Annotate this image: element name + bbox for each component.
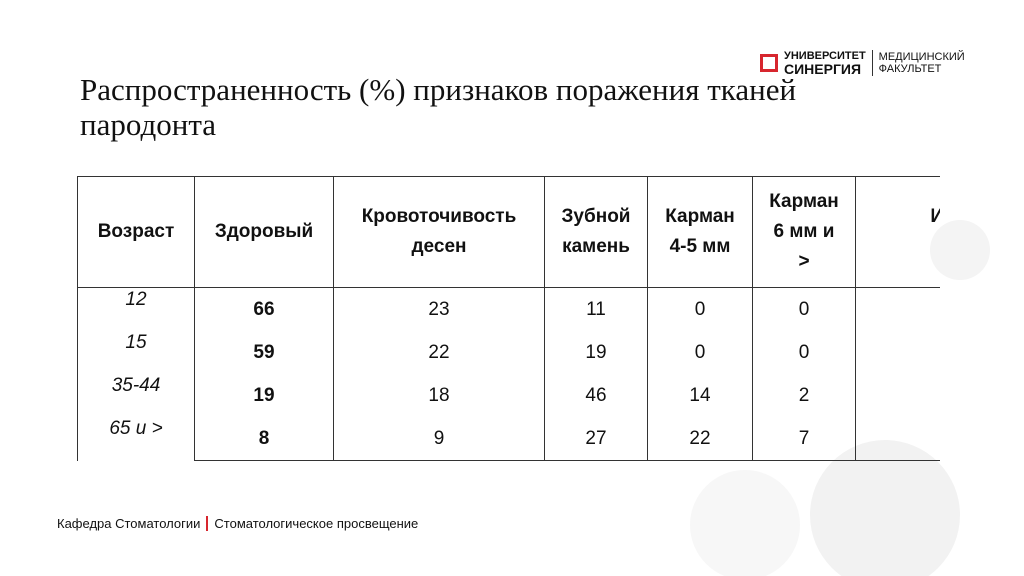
column-header: Возраст (77, 176, 195, 288)
table-cell: 0 (855, 331, 940, 374)
table-cell: 14 (647, 374, 753, 417)
logo-line: УНИВЕРСИТЕТ (784, 49, 866, 62)
table-row: 592219000 (78, 331, 940, 374)
logo-text: УНИВЕРСИТЕТ СИНЕРГИЯ (784, 49, 866, 77)
table-cell: 22 (647, 417, 753, 461)
table-cell: 7 (752, 417, 856, 461)
footer: Кафедра Стоматологии Стоматологическое п… (57, 516, 418, 531)
table-wrap: Возраст Здоровый Кровоточивость десен Зубно… (77, 176, 940, 466)
column-header: Зубной камень (544, 176, 648, 288)
age-label: 65 и > (109, 418, 163, 439)
column-header: Карман 4-5 мм (647, 176, 753, 288)
faculty: МЕДИЦИНСКИЙ ФАКУЛЬТЕТ (879, 51, 965, 75)
faculty-line: ФАКУЛЬТЕТ (878, 63, 942, 75)
logo-separator (871, 50, 873, 76)
column-header: Исклю ны (855, 176, 940, 288)
table-cell: 59 (194, 331, 334, 374)
data-table: Возраст Здоровый Кровоточивость десен Зубно… (77, 176, 940, 461)
table-cell: 0 (752, 331, 856, 374)
logo: УНИВЕРСИТЕТ СИНЕРГИЯ МЕДИЦИНСКИЙ ФАКУЛЬТЕТ (760, 50, 965, 76)
age-cell: 12 15 35-44 65 и > (77, 287, 195, 461)
header-row: Возраст Здоровый Кровоточивость десен Зубно… (77, 176, 940, 288)
table-cell: 19 (544, 331, 648, 374)
table-cell: 0 (855, 287, 940, 331)
table-cell: 1 (855, 374, 940, 417)
table-cell: 22 (333, 331, 545, 374)
table-cell: 46 (544, 374, 648, 417)
table-cell: 0 (752, 287, 856, 331)
table-cell: 2 (752, 374, 856, 417)
footer-department: Кафедра Стоматологии (57, 516, 201, 531)
table-cell: 66 (194, 287, 334, 331)
table-cell: 9 (333, 417, 545, 461)
table-cell: 11 (544, 287, 648, 331)
column-header: Здоровый (194, 176, 334, 288)
footer-subject: Стоматологическое просвещение (214, 516, 419, 531)
age-label: 12 (125, 289, 147, 310)
footer-separator (206, 516, 209, 531)
logo-icon (760, 54, 778, 72)
column-header: Карман 6 мм и > (752, 176, 856, 288)
decoration (930, 220, 990, 280)
age-label: 15 (125, 332, 147, 353)
table-cell: 8 (194, 417, 334, 461)
decoration (690, 470, 800, 576)
table-row: 892722727 (78, 417, 940, 461)
logo-line: СИНЕРГИЯ (784, 60, 862, 77)
column-header: Кровоточивость десен (333, 176, 545, 288)
decoration (810, 440, 960, 576)
table-cell: 19 (194, 374, 334, 417)
slide-title: Распространенность (%) признаков поражен… (80, 72, 797, 142)
table-cell: 27 (855, 417, 940, 461)
table-cell: 23 (333, 287, 545, 331)
table-cell: 0 (647, 331, 753, 374)
table-cell: 18 (333, 374, 545, 417)
table-cell: 0 (647, 287, 753, 331)
table-row: 1918461421 (78, 374, 940, 417)
table-cell: 27 (544, 417, 648, 461)
faculty-line: МЕДИЦИНСКИЙ (878, 51, 965, 63)
age-label: 35-44 (111, 375, 161, 396)
